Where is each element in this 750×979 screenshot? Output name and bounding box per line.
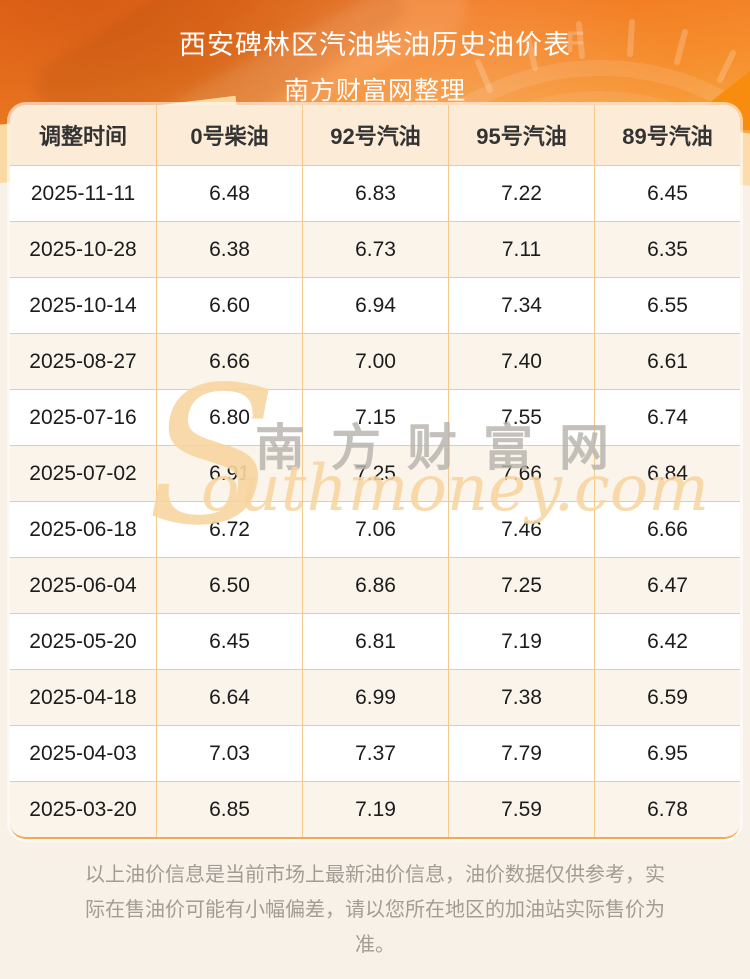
table-row: 2025-11-11 6.48 6.83 7.22 6.45 <box>10 165 740 221</box>
table-cell-price: 7.79 <box>448 726 594 781</box>
table-row: 2025-06-18 6.72 7.06 7.46 6.66 <box>10 501 740 557</box>
table-cell-price: 7.40 <box>448 334 594 389</box>
table-header-cell: 92号汽油 <box>302 105 448 165</box>
table-cell-date: 2025-07-02 <box>29 461 137 485</box>
table-cell-price: 6.48 <box>156 166 302 221</box>
table-cell-price: 7.46 <box>448 502 594 557</box>
page-title: 西安碑林区汽油柴油历史油价表 <box>179 30 571 60</box>
table-cell-price: 6.38 <box>156 222 302 277</box>
table-cell-date: 2025-10-14 <box>29 293 137 317</box>
table-cell-price: 6.74 <box>594 390 740 445</box>
table-cell-date: 2025-04-18 <box>29 685 137 709</box>
table-row: 2025-10-28 6.38 6.73 7.11 6.35 <box>10 221 740 277</box>
table-cell-price: 6.81 <box>302 614 448 669</box>
table-cell-date: 2025-10-28 <box>29 237 137 261</box>
page-subtitle: 南方财富网整理 <box>283 77 466 105</box>
table-row: 2025-07-02 6.91 7.25 7.66 6.84 <box>10 445 740 501</box>
table-header-cell: 89号汽油 <box>594 105 740 165</box>
gauge-full-label: F <box>566 26 584 59</box>
table-cell-date: 2025-11-11 <box>30 181 136 205</box>
table-cell-price: 6.66 <box>156 334 302 389</box>
table-cell-price: 6.59 <box>594 670 740 725</box>
table-cell-price: 6.99 <box>302 670 448 725</box>
hero-title-block: 西安碑林区汽油柴油历史油价表 南方财富网整理 <box>0 23 750 107</box>
table-cell-price: 7.03 <box>156 726 302 781</box>
table-header-cell: 95号汽油 <box>448 105 594 165</box>
table-cell-price: 7.55 <box>448 390 594 445</box>
table-cell-price: 6.55 <box>594 278 740 333</box>
table-cell-price: 7.06 <box>302 502 448 557</box>
table-cell-price: 6.45 <box>594 166 740 221</box>
table-cell-price: 6.64 <box>156 670 302 725</box>
table-cell-date: 2025-03-20 <box>29 797 137 821</box>
table-cell-price: 7.19 <box>448 614 594 669</box>
table-cell-date: 2025-06-04 <box>29 573 137 597</box>
table-cell-price: 7.11 <box>448 222 594 277</box>
table-cell-price: 6.72 <box>156 502 302 557</box>
table-row: 2025-04-03 7.03 7.37 7.79 6.95 <box>10 725 740 781</box>
table-cell-price: 6.83 <box>302 166 448 221</box>
table-cell-price: 7.15 <box>302 390 448 445</box>
table-header-cell: 调整时间 <box>38 124 127 149</box>
table-row: 2025-10-14 6.60 6.94 7.34 6.55 <box>10 277 740 333</box>
table-row: 2025-05-20 6.45 6.81 7.19 6.42 <box>10 613 740 669</box>
table-cell-date: 2025-08-27 <box>29 349 137 373</box>
table-row: 2025-04-18 6.64 6.99 7.38 6.59 <box>10 669 740 725</box>
table-cell-price: 7.38 <box>448 670 594 725</box>
table-cell-price: 7.34 <box>448 278 594 333</box>
table-cell-date: 2025-07-16 <box>29 405 137 429</box>
table-row: 2025-07-16 6.80 7.15 7.55 6.74 <box>10 389 740 445</box>
table-cell-price: 7.22 <box>448 166 594 221</box>
price-table: 调整时间 0号柴油 92号汽油 95号汽油 89号汽油 2025-11-11 6.48 6.8… <box>10 105 740 839</box>
table-cell-price: 6.60 <box>156 278 302 333</box>
table-cell-date: 2025-06-18 <box>29 517 137 541</box>
table-cell-price: 7.59 <box>448 782 594 837</box>
table-cell-price: 6.85 <box>156 782 302 837</box>
table-cell-price: 6.86 <box>302 558 448 613</box>
table-cell-price: 6.78 <box>594 782 740 837</box>
table-row: 2025-08-27 6.66 7.00 7.40 6.61 <box>10 333 740 389</box>
table-cell-price: 7.00 <box>302 334 448 389</box>
table-cell-price: 6.91 <box>156 446 302 501</box>
table-cell-date: 2025-04-03 <box>29 741 137 765</box>
table-row: 2025-03-20 6.85 7.19 7.59 6.78 <box>10 781 740 837</box>
table-cell-price: 6.94 <box>302 278 448 333</box>
table-cell-price: 6.84 <box>594 446 740 501</box>
table-cell-price: 7.25 <box>448 558 594 613</box>
table-cell-price: 6.42 <box>594 614 740 669</box>
table-header-row: 调整时间 0号柴油 92号汽油 95号汽油 89号汽油 <box>10 105 740 165</box>
table-cell-date: 2025-05-20 <box>29 629 137 653</box>
table-cell-price: 7.25 <box>302 446 448 501</box>
table-cell-price: 6.47 <box>594 558 740 613</box>
table-cell-price: 6.95 <box>594 726 740 781</box>
table-cell-price: 6.35 <box>594 222 740 277</box>
table-cell-price: 7.19 <box>302 782 448 837</box>
table-cell-price: 6.45 <box>156 614 302 669</box>
table-cell-price: 6.61 <box>594 334 740 389</box>
table-row: 2025-06-04 6.50 6.86 7.25 6.47 <box>10 557 740 613</box>
table-cell-price: 6.50 <box>156 558 302 613</box>
disclaimer-text: 以上油价信息是当前市场上最新油价信息，油价数据仅供参考，实际在售油价可能有小幅偏… <box>85 864 665 956</box>
table-header-cell: 0号柴油 <box>156 105 302 165</box>
table-cell-price: 6.80 <box>156 390 302 445</box>
table-cell-price: 7.66 <box>448 446 594 501</box>
table-cell-price: 7.37 <box>302 726 448 781</box>
table-cell-price: 6.66 <box>594 502 740 557</box>
table-cell-price: 6.73 <box>302 222 448 277</box>
